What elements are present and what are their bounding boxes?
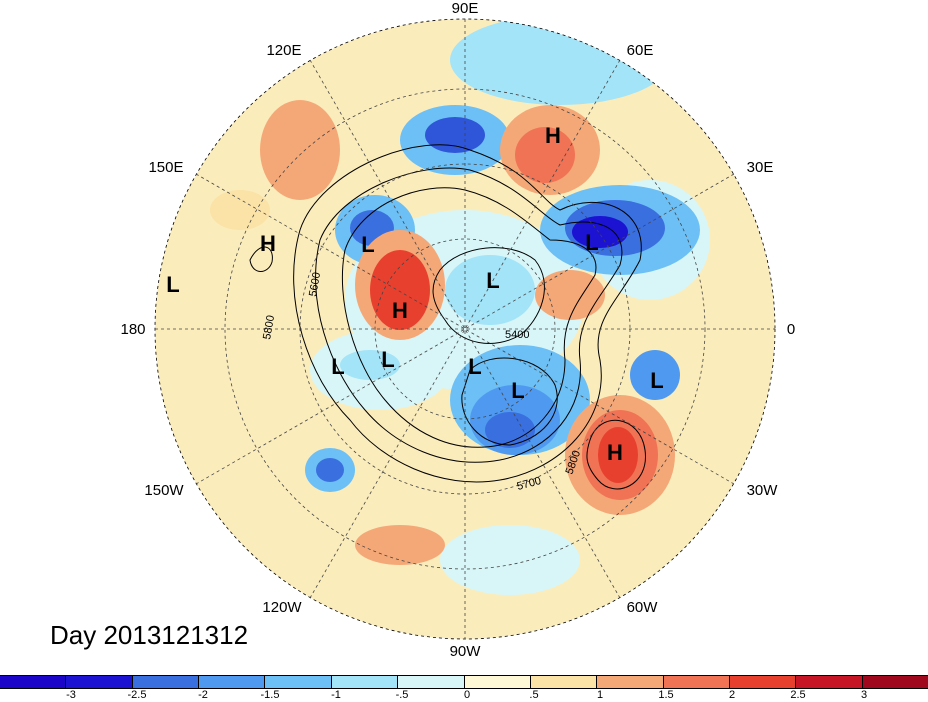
colorbar-tick-label: -1 (331, 689, 341, 701)
colorbar-swatch (265, 676, 332, 688)
anomaly-shading (155, 19, 775, 639)
high-marker: H (607, 440, 623, 465)
colorbar-swatch (796, 676, 863, 688)
lon-label-30w: 30W (747, 482, 779, 499)
colorbar-swatch (862, 676, 928, 688)
colorbar-tick-label: -3 (66, 689, 76, 701)
low-marker: L (361, 232, 374, 257)
high-marker: H (260, 231, 276, 256)
lon-label-60e: 60E (627, 42, 654, 59)
colorbar-labels: -3 -2.5 -2 -1.5 -1 -.5 0 .5 1 1.5 2 2.5 … (0, 689, 928, 702)
longitude-labels: 90E 60E 30E 0 30W 60W 90W 120W 150W 180 … (120, 0, 795, 660)
lon-label-180: 180 (120, 321, 145, 338)
colorbar-tick-label: -.5 (395, 689, 409, 701)
lon-label-120e: 120E (266, 42, 301, 59)
contour-label: 5600 (307, 271, 323, 297)
colorbar-tick-label: 2 (728, 689, 736, 701)
lon-label-90w: 90W (450, 643, 482, 660)
colorbar-swatch (0, 676, 67, 688)
colorbar-tick-label: 2.5 (790, 689, 806, 701)
low-marker: L (381, 347, 394, 372)
graticule (154, 18, 776, 640)
colorbar-tick-label: .5 (529, 689, 539, 701)
low-marker: L (486, 268, 499, 293)
lon-label-120w: 120W (262, 599, 302, 616)
colorbar-tick-label: -2 (198, 689, 208, 701)
height-contours (249, 144, 646, 490)
map-title: Day 2013121312 (50, 620, 249, 650)
colorbar-tick-label: -2.5 (127, 689, 147, 701)
lon-label-0: 0 (787, 321, 795, 338)
colorbar-tick-label: 1.5 (658, 689, 674, 701)
colorbar-swatch (398, 676, 465, 688)
colorbar-swatch (464, 676, 531, 688)
lon-label-60w: 60W (627, 599, 659, 616)
high-marker: H (392, 298, 408, 323)
colorbar-tick-label: -1.5 (260, 689, 280, 701)
pressure-centers: H L H L L L H L L L L L H (166, 123, 663, 465)
contour-label: 5800 (261, 314, 277, 340)
colorbar-tick-label: 1 (596, 689, 604, 701)
low-marker: L (585, 230, 598, 255)
colorbar-swatch (66, 676, 133, 688)
colorbar-swatch (663, 676, 730, 688)
lon-label-150e: 150E (148, 159, 183, 176)
colorbar-swatch (199, 676, 266, 688)
colorbar-tick-label: 3 (860, 689, 868, 701)
low-marker: L (468, 354, 481, 379)
colorbar-swatch (530, 676, 598, 688)
low-marker: L (650, 368, 663, 393)
low-marker: L (166, 272, 179, 297)
colorbar-swatch (597, 676, 664, 688)
lon-label-30e: 30E (747, 159, 774, 176)
lon-label-90e: 90E (452, 0, 479, 17)
contour-label: 5400 (505, 329, 529, 341)
high-marker: H (545, 123, 561, 148)
colorbar-tick-label: 0 (463, 689, 471, 701)
low-marker: L (511, 378, 524, 403)
lon-label-150w: 150W (144, 482, 184, 499)
colorbar-swatch (132, 676, 200, 688)
colorbar-swatch (331, 676, 399, 688)
colorbar (0, 675, 928, 689)
colorbar-swatch (729, 676, 797, 688)
low-marker: L (331, 354, 344, 379)
